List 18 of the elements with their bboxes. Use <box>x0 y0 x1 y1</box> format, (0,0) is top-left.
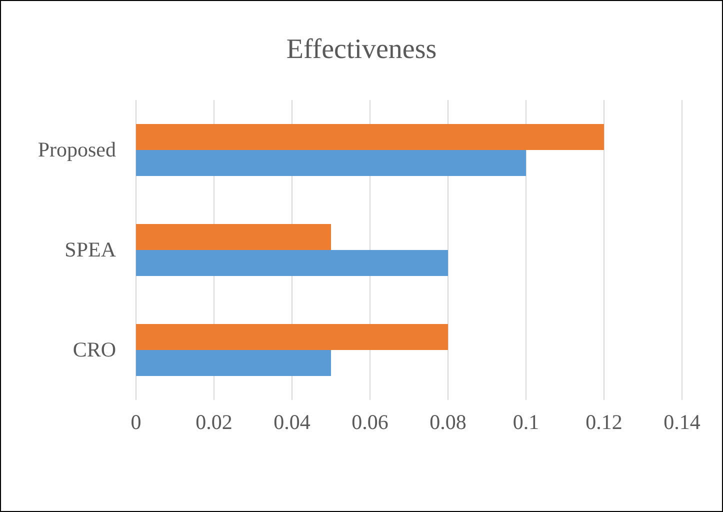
y-tick-label: CRO <box>72 338 116 362</box>
x-tick-label: 0 <box>130 410 142 434</box>
bar <box>136 350 331 376</box>
bar <box>136 324 448 350</box>
bar <box>136 150 526 176</box>
bar <box>136 224 331 250</box>
x-tick-label: 0.12 <box>586 410 622 434</box>
bar <box>136 124 604 150</box>
x-tick-label: 0.04 <box>274 410 311 434</box>
x-tick-label: 0.1 <box>512 410 540 434</box>
y-tick-label: Proposed <box>38 138 116 162</box>
y-tick-label: SPEA <box>64 238 117 262</box>
x-tick-label: 0.14 <box>664 410 701 434</box>
chart-title: Effectiveness <box>286 34 437 65</box>
x-tick-label: 0.02 <box>196 410 232 434</box>
x-tick-label: 0.08 <box>430 410 466 434</box>
x-tick-label: 0.06 <box>352 410 388 434</box>
bar <box>136 250 448 276</box>
